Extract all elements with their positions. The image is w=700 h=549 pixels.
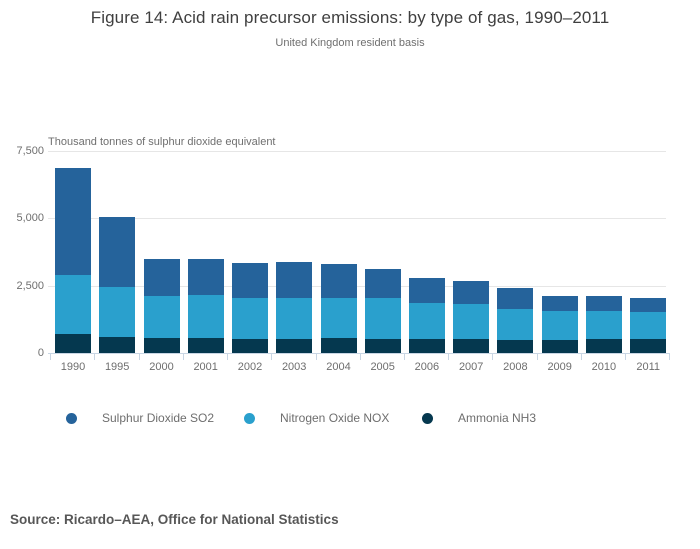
bar-segment[interactable]: [187, 337, 224, 353]
legend-item[interactable]: Sulphur Dioxide SO2: [66, 411, 214, 425]
bar-segment[interactable]: [585, 310, 622, 339]
bar-segment[interactable]: [320, 298, 357, 338]
bar-segment[interactable]: [630, 339, 667, 353]
bar-segment[interactable]: [497, 287, 534, 310]
x-axis-labels: 1990 1995 2000 2001 2002 2003 2004 2005 2006 2007…: [48, 361, 670, 375]
bar-segment[interactable]: [99, 217, 136, 287]
bar-segment[interactable]: [55, 334, 91, 353]
page-title: Figure 14: Acid rain precursor emissions…: [90, 8, 610, 27]
x-axis-tick: [448, 354, 450, 360]
x-axis-label: 2004: [326, 361, 351, 373]
x-axis-label: 2006: [414, 361, 440, 373]
bar-segment[interactable]: [143, 295, 180, 338]
legend-item-label: Sulphur Dioxide SO2: [102, 411, 215, 425]
bar-segment[interactable]: [364, 269, 401, 299]
bar-segment[interactable]: [232, 298, 268, 339]
x-axis-tick: [271, 354, 273, 360]
x-axis-tick: [669, 354, 671, 360]
x-axis-tick: [536, 354, 538, 360]
plot-area: [48, 151, 667, 353]
source-text: Source: Ricardo–AEA, Office for National…: [10, 512, 339, 527]
bar-segment[interactable]: [99, 286, 136, 337]
bar-segment[interactable]: [630, 311, 667, 339]
bar-segment[interactable]: [320, 337, 357, 353]
bar-segment[interactable]: [408, 302, 445, 339]
bar-segment[interactable]: [232, 338, 268, 353]
bar-segment[interactable]: [408, 339, 445, 353]
x-axis-label: 2003: [281, 361, 307, 373]
bar-segment[interactable]: [276, 338, 313, 353]
bar-segment[interactable]: [143, 258, 180, 296]
x-axis-line: [48, 353, 670, 354]
bar-segment[interactable]: [276, 297, 313, 339]
page-subtitle: United Kingdom resident basis: [275, 37, 425, 49]
x-axis-tick: [492, 354, 494, 360]
x-axis-tick: [580, 354, 582, 360]
x-axis-label: 2008: [503, 361, 528, 373]
x-axis-tick: [138, 354, 140, 360]
bar-segment[interactable]: [187, 259, 224, 296]
bar-segment[interactable]: [276, 261, 313, 298]
bar-segment[interactable]: [320, 264, 357, 299]
gridline: [48, 151, 666, 152]
bar-segment[interactable]: [541, 295, 578, 311]
x-axis-label: 2000: [149, 361, 174, 373]
bar-segment[interactable]: [187, 295, 224, 338]
legend-item-label: Nitrogen Oxide NOX: [280, 411, 390, 425]
x-axis-label: 2009: [547, 361, 572, 373]
bar-segment[interactable]: [453, 339, 490, 353]
bar-segment[interactable]: [99, 336, 136, 353]
y-axis-tick-label: 5,000: [16, 212, 44, 225]
bar-segment[interactable]: [55, 167, 91, 276]
x-axis-tick: [94, 354, 96, 360]
x-axis-tick: [403, 354, 405, 360]
x-axis-label: 2002: [237, 361, 263, 373]
legend-marker-icon: [244, 412, 255, 424]
legend: Sulphur Dioxide SO2 Nitrogen Oxide NOX Amm…: [0, 405, 700, 431]
bar-segment[interactable]: [630, 297, 667, 312]
bar-segment[interactable]: [232, 262, 268, 299]
bar-segment[interactable]: [408, 277, 445, 303]
x-axis-label: 2005: [370, 361, 395, 373]
x-axis-tick: [227, 354, 228, 360]
bar-segment[interactable]: [541, 310, 578, 340]
bar-segment[interactable]: [453, 304, 490, 339]
legend-marker-icon: [422, 412, 433, 424]
y-axis-unit-label: Thousand tonnes of sulphur dioxide equiv…: [48, 136, 276, 148]
legend-item[interactable]: Ammonia NH3: [422, 411, 536, 425]
legend-marker-icon: [66, 412, 77, 424]
x-axis-label: 1990: [60, 361, 86, 373]
x-axis-tick: [625, 354, 627, 360]
x-axis-label: 2011: [636, 361, 661, 373]
x-axis-tick: [182, 354, 184, 360]
y-axis-tick-label: 7,500: [16, 145, 44, 157]
gridline: [48, 285, 666, 287]
legend-item-label: Ammonia NH3: [458, 411, 537, 425]
bar-segment[interactable]: [497, 339, 534, 353]
x-axis-label: 2007: [458, 361, 484, 373]
legend-item[interactable]: Nitrogen Oxide NOX: [244, 411, 389, 425]
bar-segment[interactable]: [541, 339, 578, 353]
x-axis-tick: [50, 354, 51, 360]
x-axis-label: 1995: [104, 361, 130, 373]
y-axis-tick-label: 0: [37, 347, 44, 359]
bar-segment[interactable]: [143, 337, 180, 353]
bar-segment[interactable]: [453, 280, 490, 304]
x-axis-tick: [359, 354, 361, 360]
bar-segment[interactable]: [364, 339, 401, 353]
gridline: [48, 218, 666, 220]
x-axis-tick: [315, 354, 317, 360]
bar-segment[interactable]: [585, 339, 622, 353]
x-axis-label: 2010: [591, 361, 617, 373]
y-axis-tick-labels: 0 2,500 5,000 7,500: [0, 145, 44, 359]
bar-segment[interactable]: [497, 309, 534, 340]
x-axis-ticks: [48, 354, 671, 360]
bar-segment[interactable]: [364, 298, 401, 339]
y-axis-tick-label: 2,500: [16, 279, 44, 292]
bar-segment[interactable]: [55, 275, 91, 335]
bar-segment[interactable]: [585, 296, 622, 311]
x-axis-label: 2001: [193, 361, 218, 373]
